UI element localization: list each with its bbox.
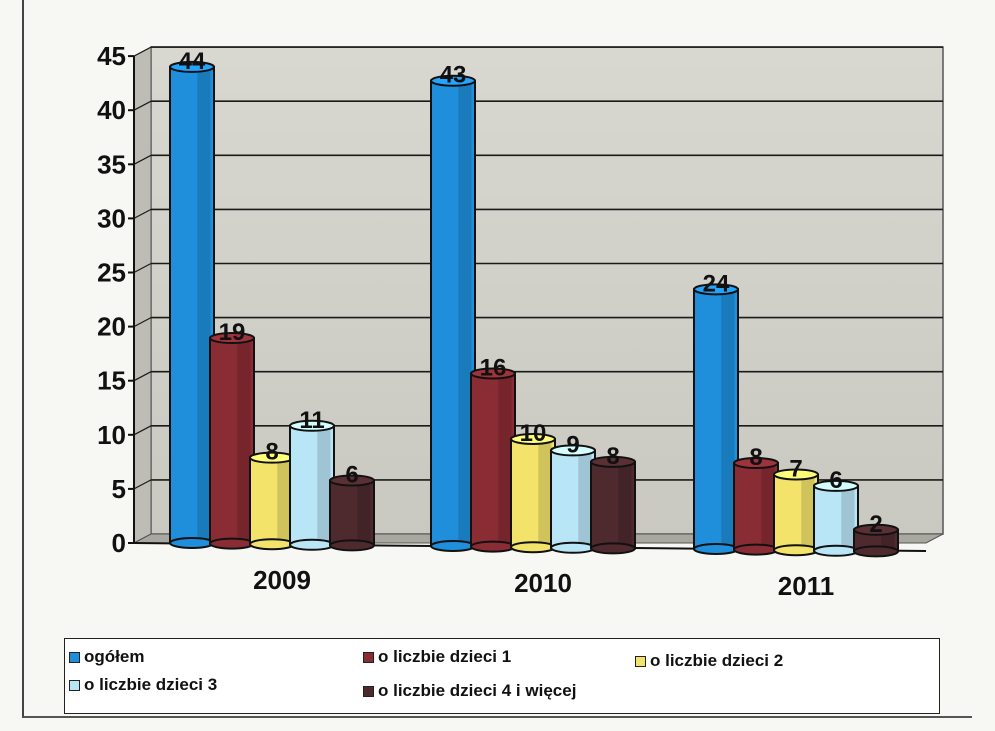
- bar-top: [169, 60, 215, 73]
- bar-top: [329, 474, 375, 487]
- bar-base: [289, 538, 335, 551]
- gridline-side: [133, 100, 152, 111]
- bar-base: [510, 541, 556, 554]
- gridline-side: [133, 208, 152, 219]
- bar-base: [329, 539, 375, 552]
- bar-top: [430, 74, 476, 87]
- bar-shade: [197, 66, 211, 544]
- legend-swatch: [635, 655, 646, 667]
- bar-shade: [357, 480, 371, 546]
- x-tick-label: 2010: [514, 568, 572, 598]
- bar-base: [430, 540, 476, 552]
- bar-base: [470, 540, 516, 553]
- legend-item: ogółem: [69, 647, 144, 667]
- legend-swatch: [69, 651, 80, 663]
- bar-shade: [841, 485, 855, 551]
- legend-label: o liczbie dzieci 4 i więcej: [378, 681, 577, 700]
- bar-top: [209, 332, 255, 345]
- bar-base: [590, 542, 636, 555]
- data-label: 6: [345, 461, 358, 488]
- y-tick-label: 30: [97, 203, 126, 233]
- legend-swatch: [363, 651, 374, 663]
- bar-top: [289, 419, 335, 432]
- data-label: 8: [606, 443, 619, 470]
- legend-swatch: [69, 679, 80, 691]
- legend-item: o liczbie dzieci 1: [363, 647, 511, 667]
- gridline-side: [133, 479, 152, 490]
- data-label: 6: [829, 467, 842, 494]
- y-tick-label: 10: [97, 420, 126, 450]
- bar-top: [550, 444, 596, 457]
- legend-label: o liczbie dzieci 3: [84, 675, 218, 694]
- bar-shade: [721, 289, 735, 549]
- bar-base: [249, 538, 295, 551]
- bar-top: [590, 455, 636, 468]
- gridline-side: [133, 425, 152, 436]
- chart-frame: [22, 0, 972, 718]
- data-label: 16: [480, 354, 507, 381]
- gridline-side: [133, 371, 152, 382]
- legend-item: o liczbie dzieci 4 i więcej: [363, 681, 576, 701]
- y-tick-label: 0: [112, 528, 126, 558]
- data-label: 24: [703, 270, 730, 297]
- data-label: 2: [869, 511, 882, 538]
- y-tick-label: 15: [97, 366, 126, 396]
- bar-top: [470, 367, 516, 380]
- bar-top: [693, 283, 739, 296]
- bar-base: [813, 544, 859, 557]
- y-tick-label: 45: [97, 41, 126, 71]
- gridline-side: [133, 154, 152, 165]
- data-label: 8: [265, 439, 278, 466]
- y-tick-label: 40: [97, 95, 126, 125]
- plot-side-wall: [133, 46, 152, 544]
- data-label: 43: [440, 62, 467, 89]
- data-label: 19: [219, 319, 246, 346]
- gridline-side: [133, 262, 152, 274]
- data-label: 44: [179, 48, 206, 75]
- legend-label: o liczbie dzieci 2: [650, 651, 784, 670]
- legend-label: ogółem: [84, 647, 145, 666]
- bar-base: [209, 537, 255, 550]
- bar-base: [550, 541, 596, 554]
- bar-base: [773, 544, 819, 557]
- legend-item: o liczbie dzieci 2: [635, 651, 783, 671]
- bar-shade: [277, 457, 291, 545]
- x-tick-label: 2011: [778, 571, 834, 601]
- gridline-side: [133, 317, 152, 328]
- y-tick-label: 35: [97, 149, 126, 179]
- bar-shade: [237, 338, 251, 544]
- gridline-side: [133, 46, 152, 57]
- bar-top: [733, 457, 779, 470]
- bar-shade: [317, 425, 331, 545]
- bar-top: [853, 523, 899, 536]
- bar-shade: [801, 474, 815, 551]
- x-tick-label: 2009: [253, 565, 311, 595]
- data-label: 11: [299, 407, 324, 434]
- legend-item: o liczbie dzieci 3: [69, 675, 217, 695]
- bar-shade: [498, 373, 512, 547]
- y-tick-label: 25: [97, 258, 126, 288]
- y-tick-label: 5: [112, 474, 126, 504]
- bar-base: [169, 537, 215, 549]
- bar-top: [813, 479, 859, 492]
- data-label: 10: [520, 420, 547, 447]
- bar-shade: [618, 461, 632, 549]
- legend: ogółem o liczbie dzieci 1 o liczbie dzieci…: [64, 638, 940, 714]
- data-label: 9: [566, 431, 579, 458]
- data-label: 8: [749, 444, 762, 471]
- legend-swatch: [363, 685, 374, 697]
- bar-shade: [538, 439, 552, 548]
- bar-shade: [578, 450, 592, 548]
- legend-label: o liczbie dzieci 1: [378, 647, 512, 666]
- bar-base: [733, 543, 779, 556]
- bar-shade: [458, 80, 472, 547]
- bar-shade: [761, 463, 775, 550]
- data-label: 7: [789, 455, 802, 482]
- bar-top: [510, 433, 556, 445]
- bar-base: [853, 545, 899, 558]
- bar-base: [693, 543, 739, 555]
- y-tick-label: 20: [97, 312, 126, 342]
- bar-top: [773, 468, 819, 481]
